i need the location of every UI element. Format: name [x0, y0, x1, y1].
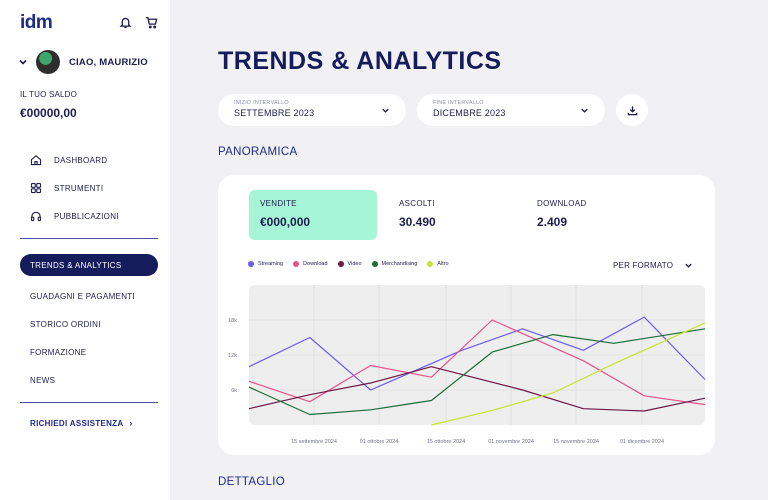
chevron-down-icon	[685, 263, 692, 268]
legend-item[interactable]: Merchandising	[371, 261, 418, 267]
end-range-value: DICEMBRE 2023	[433, 108, 506, 118]
kpi-label: ASCOLTI	[399, 199, 435, 208]
series-line-streaming	[248, 316, 706, 391]
format-select-label: PER FORMATO	[613, 261, 674, 270]
kpi-label: DOWNLOAD	[537, 199, 587, 208]
series-line-download	[248, 319, 706, 406]
legend-item[interactable]: Altro	[427, 261, 449, 267]
chart-legend: Streaming Download Video Merchandising Altro	[248, 261, 459, 267]
x-tick-label: 15 ottobre 2024	[427, 439, 466, 445]
nav-item-pubblicazioni[interactable]: PUBBLICAZIONI	[20, 202, 160, 230]
legend-label: Streaming	[258, 261, 284, 267]
x-tick-label: 15 settembre 2024	[291, 439, 337, 445]
series-line-altro	[431, 322, 706, 426]
nav-item-news[interactable]: NEWS	[30, 375, 56, 385]
chevron-down-icon	[382, 108, 389, 113]
grid-icon	[30, 182, 42, 194]
series-line-video	[248, 366, 706, 412]
sidebar: idm CIAO, MAURIZIO IL TUO SALDO €00000,0…	[0, 0, 170, 500]
app-logo[interactable]: idm	[20, 12, 53, 33]
nav-item-label: STRUMENTI	[54, 183, 104, 193]
nav-item-trends-analytics[interactable]: TRENDS & ANALYTICS	[20, 254, 158, 276]
nav-item-formazione[interactable]: FORMAZIONE	[30, 347, 87, 357]
download-icon	[627, 105, 637, 115]
cart-icon[interactable]	[145, 16, 158, 29]
primary-nav: DASHBOARD STRUMENTI PUBBLICAZIONI	[20, 146, 160, 230]
chevron-right-icon: ›	[129, 418, 133, 428]
legend-label: Video	[347, 261, 362, 267]
headphones-icon	[30, 211, 42, 222]
nav-item-label: PUBBLICAZIONI	[54, 211, 119, 221]
legend-swatch	[371, 261, 378, 267]
format-select[interactable]: PER FORMATO	[613, 261, 693, 270]
section-detail: DETTAGLIO	[218, 476, 286, 488]
y-tick-label: 18k	[228, 318, 237, 324]
page-title: TRENDS & ANALYTICS	[218, 47, 502, 75]
chevron-down-icon	[581, 108, 588, 113]
support-link-label: RICHIEDI ASSISTENZA	[30, 418, 124, 428]
balance-label: IL TUO SALDO	[20, 90, 78, 99]
kpi-label: VENDITE	[260, 199, 297, 208]
kpi-value: 2.409	[537, 215, 568, 229]
download-button[interactable]	[616, 94, 648, 126]
overview-card: VENDITE €000,000 ASCOLTI 30.490 DOWNLOAD…	[218, 175, 715, 455]
user-menu[interactable]: CIAO, MAURIZIO	[18, 50, 148, 74]
start-range-value: SETTEMBRE 2023	[234, 108, 315, 118]
legend-label: Merchandising	[381, 261, 418, 267]
legend-label: Download	[303, 261, 328, 267]
divider	[20, 238, 158, 239]
avatar[interactable]	[36, 50, 60, 74]
nav-item-guadagni-pagamenti[interactable]: GUADAGNI E PAGAMENTI	[30, 291, 135, 301]
legend-label: Altro	[437, 261, 449, 267]
legend-swatch	[293, 261, 300, 267]
x-tick-label: 01 novembre 2024	[488, 439, 534, 445]
end-range-label: FINE INTERVALLO	[433, 100, 484, 106]
balance-value: €00000,00	[20, 106, 77, 120]
legend-item[interactable]: Streaming	[248, 261, 283, 267]
user-greeting: CIAO, MAURIZIO	[69, 56, 148, 68]
trend-chart: 18k 12k 6k 15 settembre 2024 01 ottobre 2024…	[228, 285, 706, 445]
nav-item-label: DASHBOARD	[54, 155, 108, 165]
x-tick-label: 01 dicembre 2024	[620, 439, 664, 445]
y-tick-label: 12k	[228, 353, 237, 359]
x-tick-label: 15 novembre 2024	[553, 439, 599, 445]
y-tick-label: 6k	[231, 388, 237, 394]
divider	[20, 402, 158, 403]
bell-icon[interactable]	[119, 16, 132, 29]
kpi-value: €000,000	[260, 215, 311, 229]
legend-swatch	[248, 261, 254, 267]
kpi-vendite[interactable]: VENDITE €000,000	[249, 190, 377, 240]
support-link[interactable]: RICHIEDI ASSISTENZA ›	[30, 418, 133, 428]
kpi-download[interactable]: DOWNLOAD 2.409	[537, 190, 587, 240]
chevron-down-icon[interactable]	[18, 57, 28, 67]
kpi-value: 30.490	[399, 215, 436, 229]
kpi-ascolti[interactable]: ASCOLTI 30.490	[399, 190, 436, 240]
nav-item-dashboard[interactable]: DASHBOARD	[20, 146, 160, 174]
end-range-select[interactable]: FINE INTERVALLO DICEMBRE 2023	[417, 94, 605, 126]
legend-swatch	[337, 261, 344, 267]
legend-swatch	[427, 261, 434, 267]
legend-item[interactable]: Video	[337, 261, 362, 267]
section-overview: PANORAMICA	[218, 146, 298, 158]
home-icon	[30, 155, 42, 166]
nav-item-strumenti[interactable]: STRUMENTI	[20, 174, 160, 202]
start-range-select[interactable]: INIZIO INTERVALLO SETTEMBRE 2023	[218, 94, 406, 126]
secondary-nav: TRENDS & ANALYTICS GUADAGNI E PAGAMENTI …	[20, 254, 160, 394]
x-tick-label: 01 ottobre 2024	[360, 439, 399, 445]
series-line-merchandising	[248, 328, 706, 416]
legend-item[interactable]: Download	[293, 261, 328, 267]
nav-item-storico-ordini[interactable]: STORICO ORDINI	[30, 319, 101, 329]
start-range-label: INIZIO INTERVALLO	[234, 100, 289, 106]
